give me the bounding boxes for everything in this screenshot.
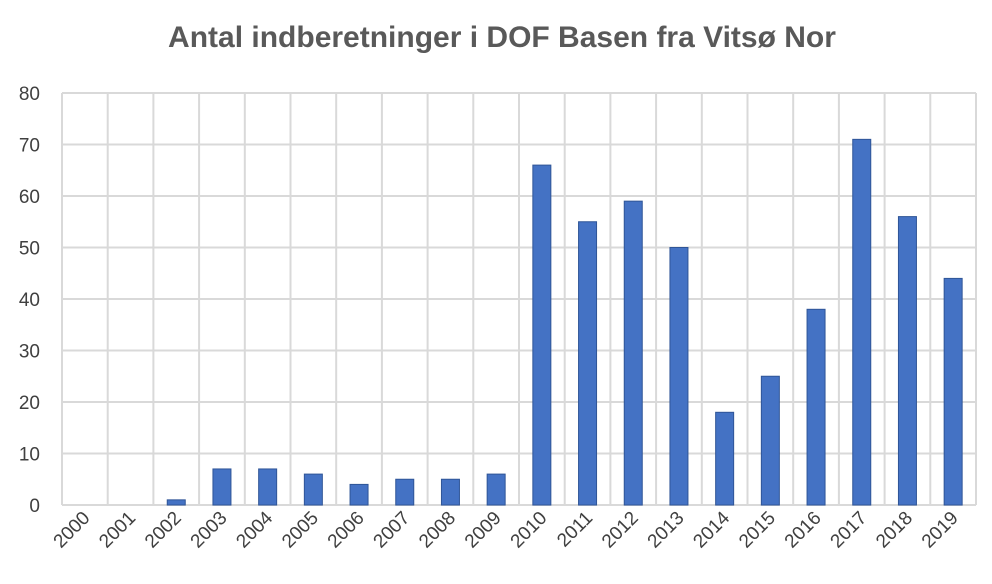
bars — [166, 138, 963, 506]
y-tick-label: 40 — [19, 290, 40, 311]
x-axis: 2000 2001 2002 2003 2004 2005 2006 2007 2008 2009… — [50, 507, 963, 552]
bar-2008 — [440, 478, 460, 506]
bar-2017 — [852, 138, 872, 506]
x-tick-label: 2013 — [644, 508, 689, 553]
bar-2012 — [623, 200, 643, 506]
x-tick-label: 2016 — [781, 508, 826, 553]
x-tick-label: 2002 — [141, 508, 186, 553]
x-tick-label: 2006 — [324, 508, 369, 553]
bar-2010 — [532, 164, 552, 506]
bar-2014 — [715, 411, 735, 506]
x-tick-label: 2003 — [187, 508, 232, 553]
y-axis: 0 10 20 30 40 50 60 70 80 — [19, 84, 40, 517]
bar-2009 — [486, 473, 506, 506]
y-tick-label: 50 — [19, 239, 40, 260]
x-tick-label: 2005 — [278, 508, 323, 553]
bar-2015 — [760, 375, 780, 506]
bar-2016 — [806, 308, 826, 506]
x-tick-label: 2011 — [553, 508, 597, 552]
bar-2019 — [943, 277, 963, 506]
y-tick-label: 20 — [19, 393, 40, 414]
x-tick-label: 2000 — [50, 508, 95, 553]
y-tick-label: 80 — [19, 84, 40, 105]
x-tick-label: 2007 — [370, 508, 415, 553]
x-tick-label: 2001 — [95, 508, 140, 553]
x-tick-label: 2009 — [461, 508, 506, 553]
bar-2002 — [166, 499, 186, 506]
bar-2013 — [669, 247, 689, 506]
y-tick-label: 70 — [19, 136, 40, 157]
bar-2007 — [395, 478, 415, 506]
x-tick-label: 2015 — [735, 508, 780, 553]
bar-2004 — [258, 468, 278, 506]
bar-2003 — [212, 468, 232, 506]
y-tick-label: 30 — [19, 342, 40, 363]
bar-2011 — [578, 221, 598, 506]
grid-lines — [61, 92, 977, 506]
x-tick-label: 2017 — [827, 508, 872, 553]
x-tick-label: 2004 — [232, 507, 277, 552]
x-tick-label: 2018 — [872, 508, 917, 553]
bar-2005 — [303, 473, 323, 506]
y-tick-label: 0 — [29, 496, 40, 517]
x-tick-label: 2012 — [598, 508, 643, 553]
y-tick-label: 60 — [19, 187, 40, 208]
x-tick-label: 2019 — [918, 508, 963, 553]
bar-2006 — [349, 483, 369, 506]
bar-2018 — [897, 216, 917, 506]
x-tick-label: 2014 — [689, 507, 734, 552]
y-tick-label: 10 — [19, 445, 40, 466]
x-tick-label: 2010 — [507, 508, 552, 553]
x-tick-label: 2008 — [415, 508, 460, 553]
chart-title: Antal indberetninger i DOF Basen fra Vit… — [168, 21, 836, 54]
